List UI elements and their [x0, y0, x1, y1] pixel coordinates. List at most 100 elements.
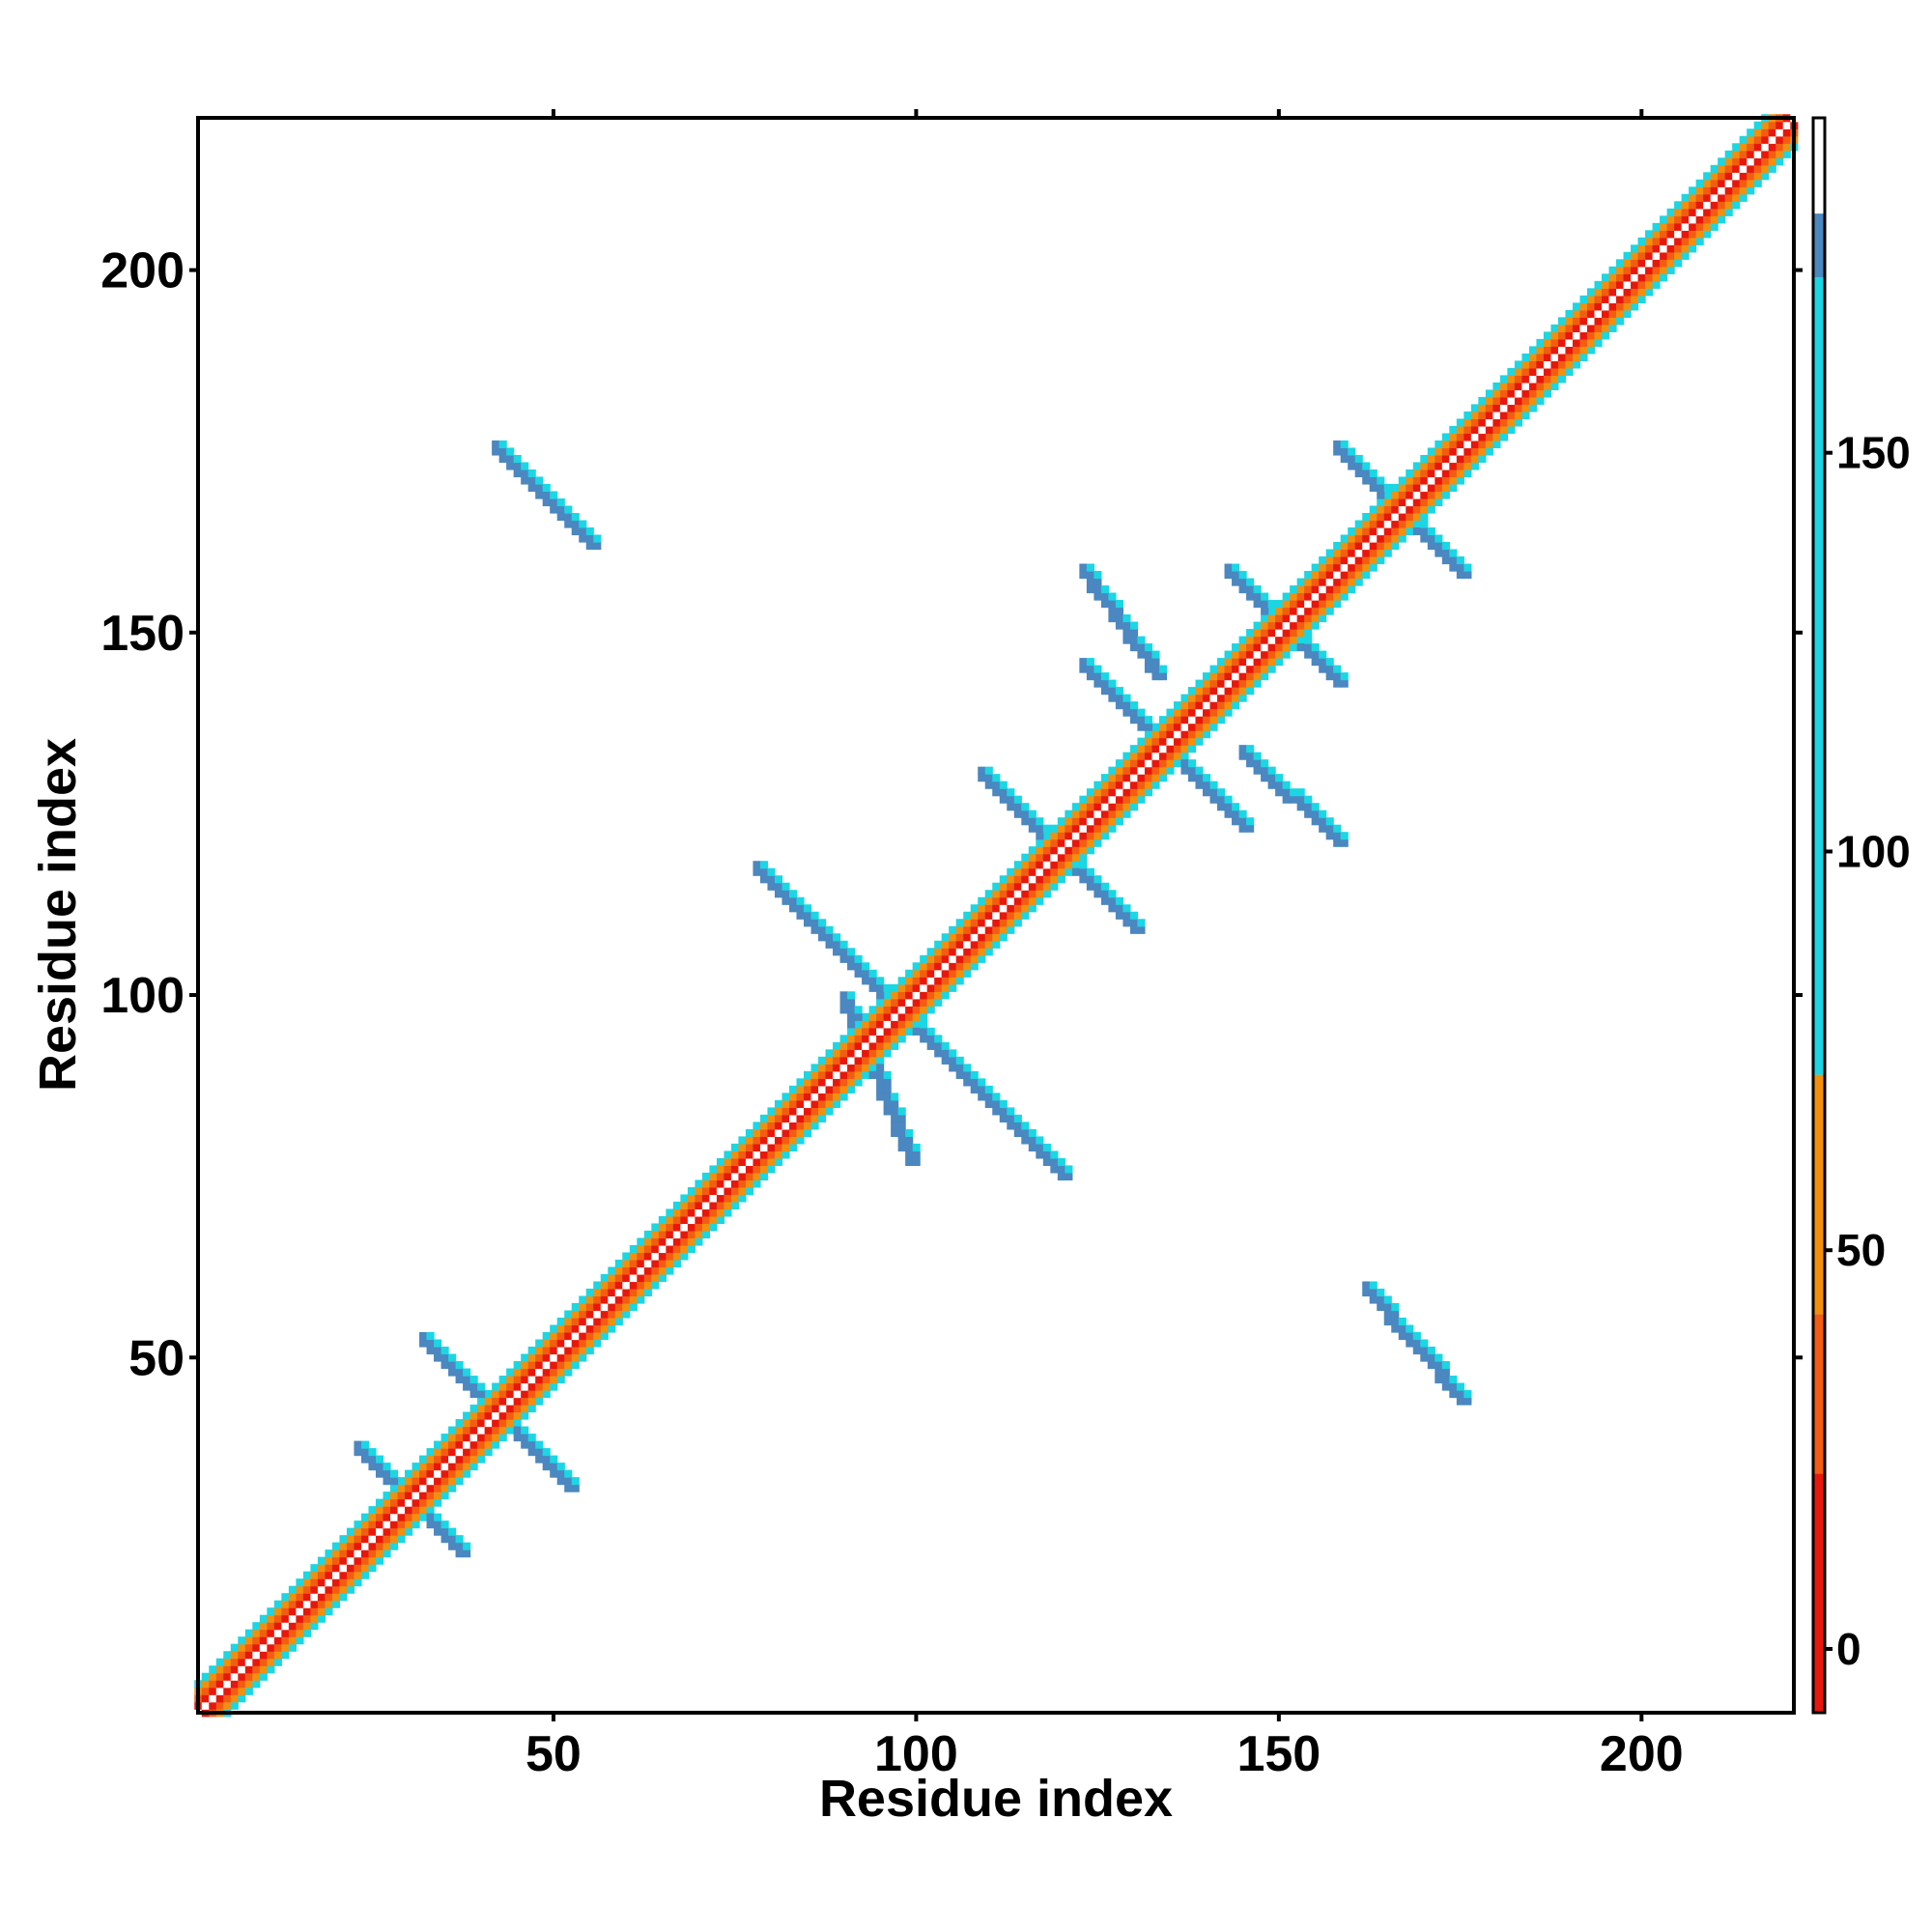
heatmap-cell [738, 1186, 747, 1196]
heatmap-cell [1144, 745, 1153, 753]
heatmap-cell [854, 1006, 863, 1014]
heatmap-cell [1122, 636, 1131, 644]
heatmap-cell [389, 1520, 399, 1529]
heatmap-cell [1637, 266, 1646, 274]
heatmap-cell [1608, 317, 1617, 326]
heatmap-cell [1065, 810, 1073, 818]
heatmap-cell [1290, 643, 1298, 652]
heatmap-cell [1036, 1151, 1044, 1159]
heatmap-cell [542, 1353, 551, 1362]
heatmap-cell [419, 1332, 428, 1341]
heatmap-cell [542, 1463, 551, 1471]
heatmap-cell [1340, 534, 1349, 543]
heatmap-cell [455, 1542, 464, 1550]
heatmap-cell [1674, 222, 1683, 231]
heatmap-cell [325, 1585, 333, 1594]
heatmap-cell [1514, 404, 1523, 412]
heatmap-cell [1304, 621, 1313, 630]
heatmap-cell [1261, 759, 1269, 768]
heatmap-cell [1238, 687, 1247, 696]
heatmap-cell [695, 1186, 703, 1196]
heatmap-cell [360, 1455, 370, 1463]
heatmap-cell [405, 1498, 413, 1507]
heatmap-cell [1703, 215, 1712, 224]
heatmap-cell [1290, 607, 1298, 615]
heatmap-cell [354, 1440, 362, 1449]
heatmap-cell [513, 1397, 522, 1406]
heatmap-cell [781, 1143, 790, 1151]
heatmap-cell [1695, 215, 1704, 224]
heatmap-cell [230, 1658, 239, 1666]
heatmap-cell [1275, 650, 1284, 659]
heatmap-cell [1122, 614, 1131, 623]
heatmap-cell [593, 1288, 602, 1297]
heatmap-cell [317, 1614, 327, 1623]
heatmap-cell [796, 1078, 805, 1087]
heatmap-cell [360, 1542, 370, 1550]
heatmap-cell [1557, 367, 1567, 377]
heatmap-cell [440, 1469, 449, 1478]
heatmap-cell [527, 1390, 536, 1399]
heatmap-cell [1187, 694, 1197, 702]
heatmap-cell [1435, 1361, 1443, 1370]
heatmap-cell [273, 1607, 282, 1616]
heatmap-cell [912, 1020, 921, 1029]
heatmap-cell [1173, 737, 1182, 746]
heatmap-cell [521, 1361, 529, 1370]
heatmap-cell [542, 1332, 551, 1341]
heatmap-cell [440, 1484, 449, 1492]
heatmap-cell [701, 1201, 710, 1210]
heatmap-cell [1478, 447, 1487, 456]
heatmap-cell [897, 1143, 906, 1151]
heatmap-cell [1377, 527, 1385, 536]
heatmap-cell [1319, 810, 1327, 818]
heatmap-cell [1666, 230, 1675, 239]
heatmap-cell [1362, 1281, 1371, 1290]
heatmap-cell [926, 948, 935, 956]
heatmap-cell [1203, 781, 1211, 789]
heatmap-cell [1340, 447, 1349, 456]
heatmap-cell [1137, 759, 1146, 768]
heatmap-cell [1166, 716, 1175, 724]
heatmap-cell [1782, 150, 1791, 158]
y-tick-label: 200 [100, 243, 185, 299]
heatmap-cell [970, 962, 979, 971]
heatmap-cell [992, 925, 1001, 934]
heatmap-cell [680, 1252, 689, 1261]
heatmap-cell [579, 534, 587, 543]
heatmap-cell [1340, 838, 1349, 847]
heatmap-cell [1631, 280, 1639, 289]
heatmap-cell [1608, 280, 1617, 289]
heatmap-cell [614, 1318, 623, 1326]
heatmap-cell [448, 1434, 457, 1442]
heatmap-cell [360, 1535, 370, 1544]
heatmap-cell [1129, 636, 1139, 644]
heatmap-cell [302, 1607, 311, 1616]
heatmap-cell [1253, 679, 1262, 688]
heatmap-cell [1224, 795, 1233, 804]
heatmap-cell [920, 954, 928, 963]
heatmap-cell [963, 925, 972, 934]
heatmap-cell [1645, 237, 1654, 245]
heatmap-cell [1325, 592, 1334, 601]
heatmap-cell [1666, 222, 1675, 231]
heatmap-cell [1129, 716, 1139, 724]
heatmap-cell [513, 1368, 522, 1377]
heatmap-cell [854, 1078, 863, 1087]
heatmap-cell [484, 1448, 493, 1457]
heatmap-cell [1282, 636, 1291, 644]
heatmap-cell [839, 1056, 848, 1065]
heatmap-cell [651, 1259, 660, 1268]
heatmap-cell [984, 774, 993, 782]
heatmap-cell [513, 1382, 522, 1391]
heatmap-cell [1406, 512, 1414, 522]
heatmap-cell [1028, 890, 1037, 898]
heatmap-cell [847, 991, 856, 1000]
heatmap-cell [1187, 766, 1197, 775]
heatmap-cell [273, 1629, 282, 1637]
heatmap-cell [651, 1223, 660, 1232]
heatmap-cell [463, 1463, 471, 1471]
heatmap-cell [949, 954, 957, 963]
heatmap-cell [448, 1353, 457, 1362]
heatmap-cell [288, 1622, 297, 1631]
